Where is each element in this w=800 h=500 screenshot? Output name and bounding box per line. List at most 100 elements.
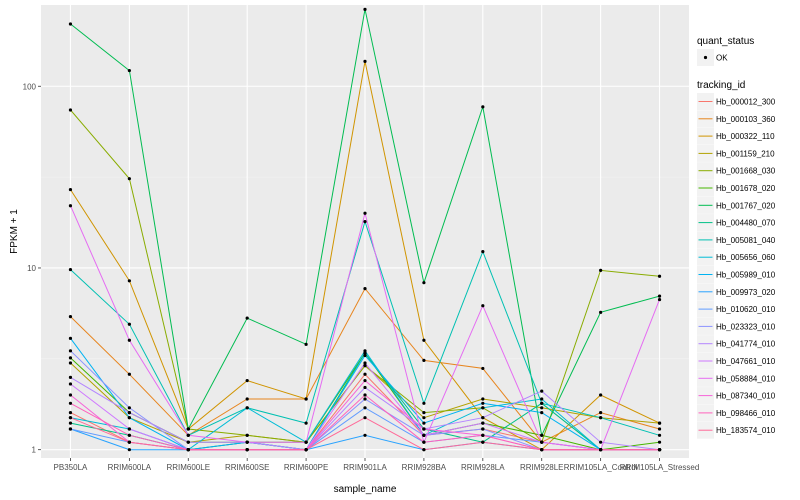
data-point <box>68 356 73 360</box>
data-point <box>68 361 73 365</box>
data-point <box>363 385 367 390</box>
data-point <box>599 416 603 420</box>
x-tick-label: RRIM901LA <box>343 463 387 472</box>
data-point <box>363 416 367 420</box>
data-point <box>363 7 367 11</box>
legend-series-label: Hb_001767_020 <box>716 201 776 210</box>
x-tick-label: RRIM105LA_Control <box>564 463 638 472</box>
data-point <box>245 433 249 437</box>
y-axis-title: FPKM + 1 <box>9 209 20 254</box>
legend-series-label: Hb_001159_210 <box>716 149 775 158</box>
data-point <box>304 397 308 401</box>
data-point <box>422 410 426 415</box>
legend: quant_status OK tracking_id Hb_000012_30… <box>697 36 776 439</box>
data-point <box>363 353 367 358</box>
data-point <box>481 366 485 371</box>
data-point <box>422 433 426 437</box>
data-point <box>363 349 367 353</box>
data-point <box>304 342 308 346</box>
data-point <box>127 406 131 410</box>
data-point <box>127 68 131 73</box>
legend-series-label: Hb_183574_010 <box>716 426 776 435</box>
data-point <box>657 448 662 452</box>
data-point <box>363 286 367 291</box>
data-point <box>363 378 367 383</box>
data-point <box>127 410 131 415</box>
data-point <box>245 448 249 452</box>
data-point <box>363 219 367 224</box>
legend-series-label: Hb_001678_020 <box>716 184 776 193</box>
data-point <box>363 364 367 368</box>
data-point <box>68 410 73 415</box>
data-point <box>422 448 426 452</box>
data-point <box>481 406 485 410</box>
data-point <box>304 421 308 425</box>
legend-series-label: Hb_000322_110 <box>716 132 775 141</box>
data-point <box>657 297 662 302</box>
data-point <box>422 281 426 285</box>
data-point <box>422 338 426 342</box>
data-point <box>245 440 249 444</box>
legend-shape-title: quant_status <box>697 36 754 47</box>
data-point <box>127 338 131 342</box>
data-point <box>540 406 544 410</box>
data-point <box>68 108 73 112</box>
data-point <box>481 250 485 254</box>
legend-series-label: Hb_047661_010 <box>716 357 776 366</box>
data-point <box>540 448 544 452</box>
data-point <box>481 397 485 401</box>
data-point <box>599 410 603 415</box>
legend-color-title: tracking_id <box>697 80 745 91</box>
x-tick-label: RRIM600LE <box>166 463 210 472</box>
data-point <box>68 336 73 340</box>
data-point <box>363 361 367 365</box>
x-tick-label: PB350LA <box>54 463 88 472</box>
data-point <box>540 433 544 437</box>
data-point <box>363 433 367 437</box>
data-point <box>127 427 131 431</box>
data-point <box>481 304 485 308</box>
data-point <box>481 416 485 420</box>
data-point <box>599 440 603 444</box>
data-point <box>540 401 544 405</box>
legend-series-label: Hb_000012_300 <box>716 98 776 107</box>
x-tick-label: RRIM928BA <box>402 463 447 472</box>
data-point <box>363 397 367 401</box>
data-point <box>363 393 367 397</box>
legend-series-label: Hb_058884_010 <box>716 374 776 383</box>
data-point <box>481 440 485 444</box>
data-point <box>599 310 603 314</box>
x-axis: PB350LA RRIM600LA RRIM600LE RRIM600SE RRIM60… <box>54 458 699 472</box>
data-point <box>363 211 367 215</box>
data-point <box>304 440 308 444</box>
data-point <box>540 440 544 444</box>
legend-series-label: Hb_001668_030 <box>716 167 776 176</box>
x-tick-label: RRIM928LE <box>520 463 564 472</box>
data-point <box>304 448 308 452</box>
data-point <box>540 410 544 415</box>
x-tick-label: RRIM600SE <box>225 463 269 472</box>
data-points <box>68 7 662 452</box>
legend-series-label: Hb_087340_010 <box>716 392 776 401</box>
data-point <box>68 22 73 26</box>
data-point <box>68 349 73 353</box>
data-point <box>127 322 131 326</box>
data-point <box>186 440 190 444</box>
y-tick-label: 10 <box>27 264 36 273</box>
data-point <box>363 59 367 64</box>
data-point <box>68 375 73 379</box>
x-tick-label: RRIM600LA <box>108 463 152 472</box>
data-point <box>127 279 131 283</box>
data-point <box>127 440 131 444</box>
data-point <box>68 314 73 319</box>
data-point <box>245 378 249 383</box>
x-tick-label: RRIM600PE <box>284 463 328 472</box>
data-point <box>68 421 73 425</box>
data-point <box>245 397 249 401</box>
legend-point-key <box>703 55 708 60</box>
data-point <box>422 440 426 444</box>
legend-series-label: Hb_004480_070 <box>716 219 776 228</box>
data-point <box>422 401 426 405</box>
y-axis: 1 10 100 <box>23 82 41 455</box>
data-point <box>540 389 544 393</box>
